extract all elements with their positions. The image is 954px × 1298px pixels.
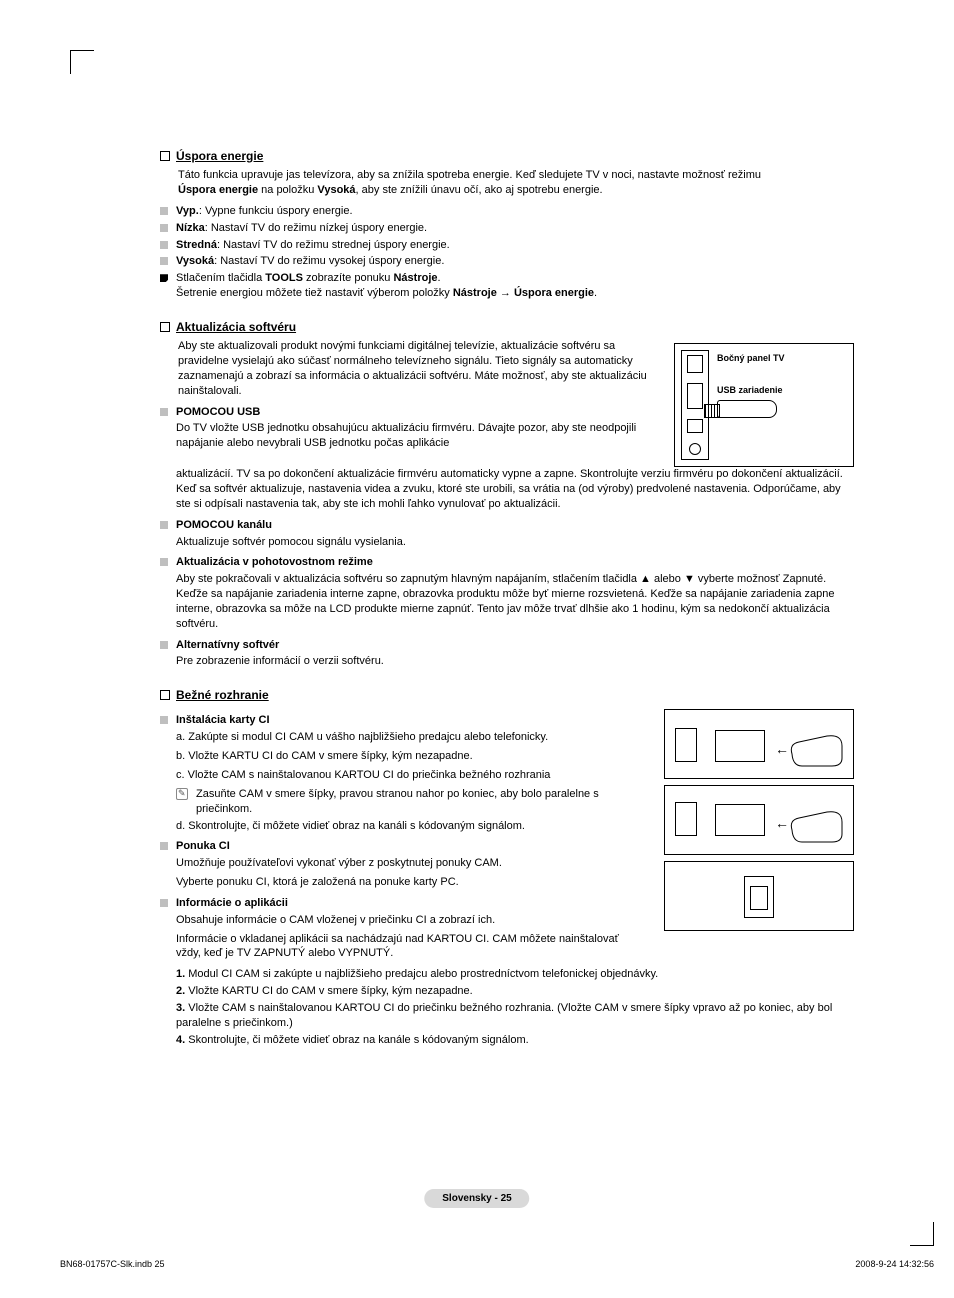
footer-file: BN68-01757C-Slk.indb 25: [60, 1258, 165, 1270]
section-heading-update: Aktualizácia softvéru: [160, 319, 854, 335]
checkbox-icon: [160, 151, 170, 161]
sub-heading-usb: POMOCOU USB: [160, 405, 654, 420]
usb-para-1: Do TV vložte USB jednotku obsahujúcu akt…: [176, 421, 654, 451]
port-icon: [687, 419, 703, 433]
ci-row: Inštalácia karty CI a. Zakúpte si modul …: [160, 707, 854, 965]
list-item: 4. Skontrolujte, či môžete vidieť obraz …: [176, 1033, 854, 1048]
square-bullet-icon: [160, 558, 168, 566]
port-icon: [687, 383, 703, 409]
sub-heading-ci-install: Inštalácia karty CI: [160, 713, 644, 728]
energy-intro: Táto funkcia upravuje jas televízora, ab…: [178, 168, 854, 198]
heading-text: Úspora energie: [176, 148, 263, 164]
energy-item: Vyp.: Vypne funkciu úspory energie.: [160, 204, 854, 219]
ci-slot-icon: [675, 728, 697, 762]
ci-step: d. Skontrolujte, či môžete vidieť obraz …: [176, 819, 644, 834]
checkbox-icon: [160, 322, 170, 332]
energy-item: Nízka: Nastaví TV do režimu nízkej úspor…: [160, 221, 854, 236]
tools-icon: [160, 274, 168, 282]
square-bullet-icon: [160, 408, 168, 416]
ci-diagram-1: ←: [664, 709, 854, 779]
page-content: Úspora energie Táto funkcia upravuje jas…: [0, 0, 954, 1109]
ci-diagram-column: ← ←: [664, 709, 854, 931]
square-bullet-icon: [160, 224, 168, 232]
square-bullet-icon: [160, 241, 168, 249]
ci-step: b. Vložte KARTU CI do CAM v smere šípky,…: [176, 749, 644, 764]
square-bullet-icon: [160, 641, 168, 649]
sub-heading-channel: POMOCOU kanálu: [160, 518, 854, 533]
ci-step: c. Vložte CAM s nainštalovanou KARTOU CI…: [176, 768, 644, 783]
standby-para: Aby ste pokračovali v aktualizácia softv…: [176, 572, 854, 631]
hand-icon: [787, 724, 847, 768]
alt-para: Pre zobrazenie informácií o verzii softv…: [176, 654, 854, 669]
page-number-pill: Slovensky - 25: [424, 1189, 529, 1209]
ci-note: Zasuňte CAM v smere šípky, pravou strano…: [176, 787, 644, 817]
panel-label: Bočný panel TV: [717, 352, 847, 364]
square-bullet-icon: [160, 716, 168, 724]
list-item: 1. Modul CI CAM si zakúpte u najbližšieh…: [176, 967, 854, 982]
ci-diagram-3: [664, 861, 854, 931]
square-bullet-icon: [160, 899, 168, 907]
update-row: Aby ste aktualizovali produkt novými fun…: [160, 339, 854, 467]
ci-card-inserted-icon: [750, 886, 768, 910]
ci-card-icon: [715, 730, 765, 762]
ci-numbered-steps: 1. Modul CI CAM si zakúpte u najbližšieh…: [176, 967, 854, 1047]
energy-item: Stredná: Nastaví TV do režimu strednej ú…: [160, 238, 854, 253]
ci-step: a. Zakúpte si modul CI CAM u vášho najbl…: [176, 730, 644, 745]
usb-label: USB zariadenie: [717, 384, 847, 396]
sub-heading-standby: Aktualizácia v pohotovostnom režime: [160, 555, 854, 570]
jack-icon: [689, 443, 701, 455]
square-bullet-icon: [160, 207, 168, 215]
usb-stick-icon: [717, 400, 777, 418]
hand-icon: [787, 800, 847, 844]
sub-heading-alt: Alternatívny softvér: [160, 638, 854, 653]
energy-item: Vysoká: Nastaví TV do režimu vysokej úsp…: [160, 254, 854, 269]
print-footer: BN68-01757C-Slk.indb 25 2008-9-24 14:32:…: [60, 1258, 934, 1270]
ci-menu-p2: Vyberte ponuku CI, ktorá je založená na …: [176, 875, 644, 890]
checkbox-icon: [160, 690, 170, 700]
note-icon: [176, 788, 188, 800]
crop-mark-tl: [70, 50, 94, 74]
heading-text: Aktualizácia softvéru: [176, 319, 296, 335]
section-heading-energy: Úspora energie: [160, 148, 854, 164]
square-bullet-icon: [160, 521, 168, 529]
energy-tools: Stlačením tlačidla TOOLS zobrazíte ponuk…: [160, 271, 854, 301]
channel-para: Aktualizuje softvér pomocou signálu vysi…: [176, 535, 854, 550]
footer-timestamp: 2008-9-24 14:32:56: [855, 1258, 934, 1270]
section-heading-ci: Bežné rozhranie: [160, 687, 854, 703]
square-bullet-icon: [160, 257, 168, 265]
list-item: 2. Vložte KARTU CI do CAM v smere šípky,…: [176, 984, 854, 999]
ci-slot-icon: [675, 802, 697, 836]
port-icon: [687, 355, 703, 373]
ci-menu-p1: Umožňuje používateľovi vykonať výber z p…: [176, 856, 644, 871]
ci-app-p2: Informácie o vkladanej aplikácii sa nach…: [176, 932, 644, 962]
ci-app-p1: Obsahuje informácie o CAM vloženej v pri…: [176, 913, 644, 928]
tv-side-panel-diagram: Bočný panel TV USB zariadenie: [674, 343, 854, 467]
ci-diagram-2: ←: [664, 785, 854, 855]
ci-card-icon: [715, 804, 765, 836]
sub-heading-ci-menu: Ponuka CI: [160, 839, 644, 854]
usb-para-2: aktualizácií. TV sa po dokončení aktuali…: [176, 467, 854, 512]
square-bullet-icon: [160, 842, 168, 850]
sub-heading-ci-app: Informácie o aplikácii: [160, 896, 644, 911]
crop-mark-br: [910, 1222, 934, 1246]
update-intro: Aby ste aktualizovali produkt novými fun…: [178, 339, 654, 398]
heading-text: Bežné rozhranie: [176, 687, 269, 703]
list-item: 3. Vložte CAM s nainštalovanou KARTOU CI…: [176, 1001, 854, 1031]
